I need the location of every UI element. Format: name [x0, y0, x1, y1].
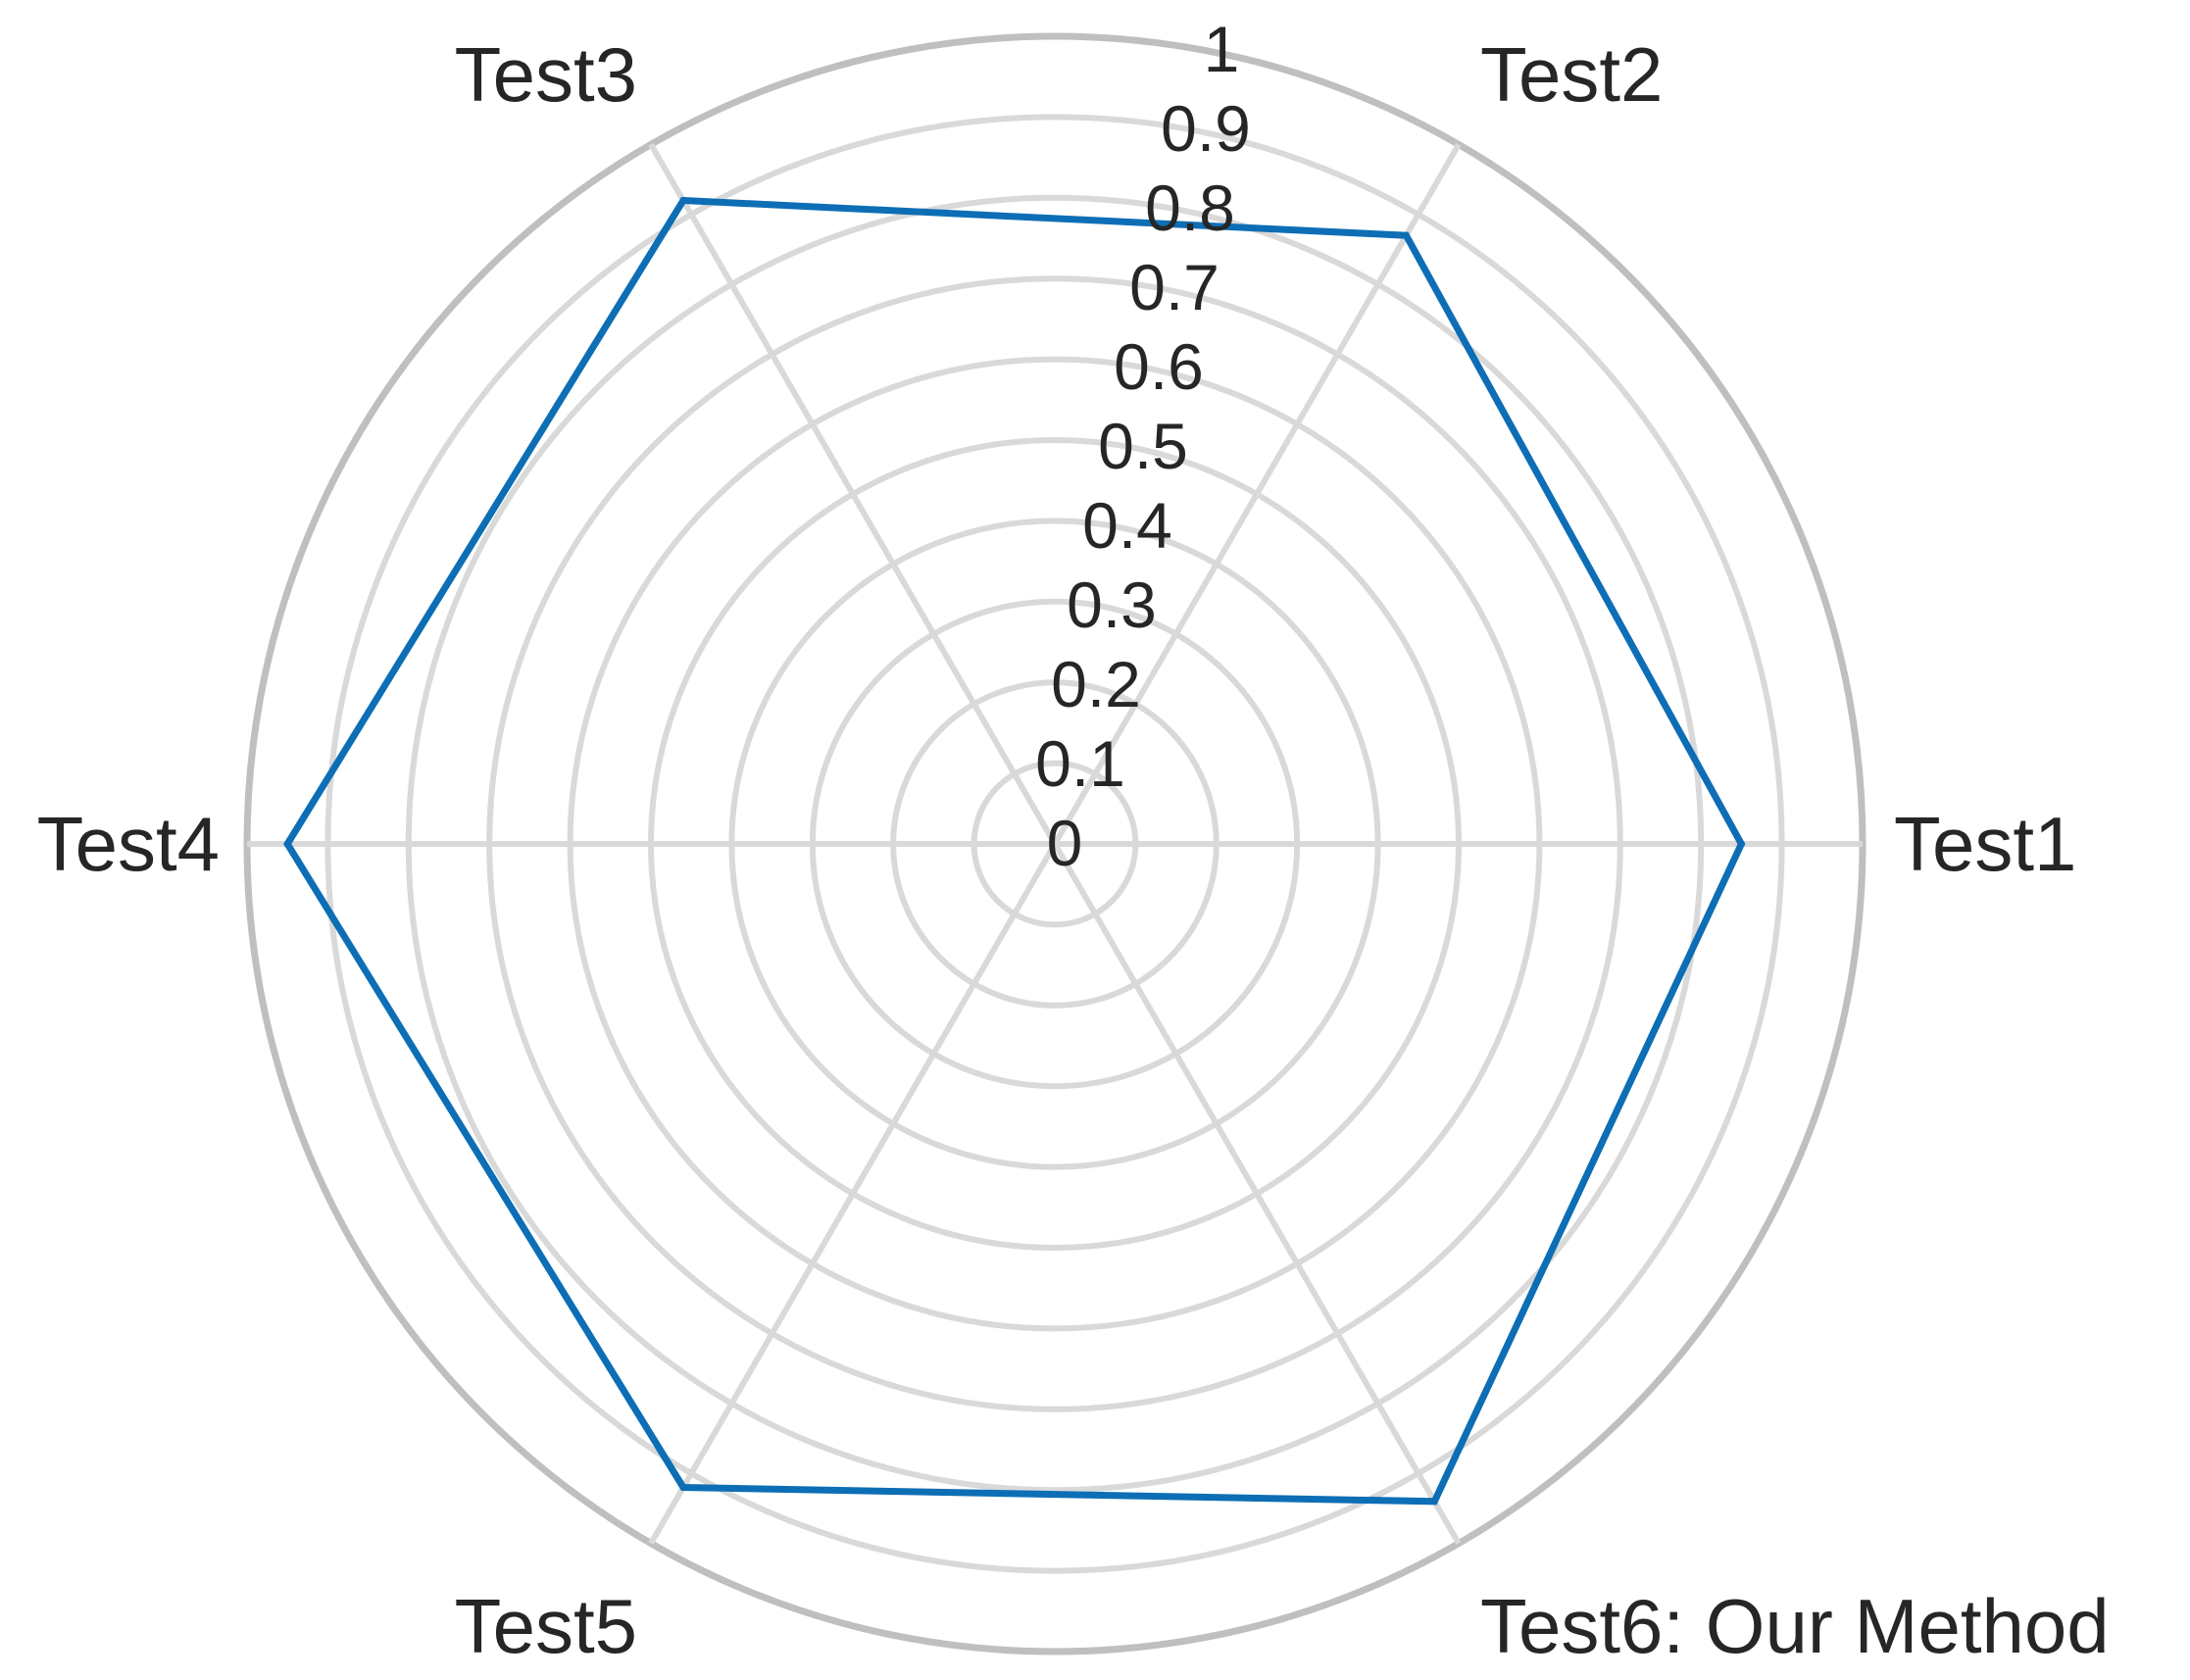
grid-spoke — [1052, 142, 1462, 846]
radial-tick-label: 0.9 — [1161, 92, 1251, 165]
radial-tick-label: 0.3 — [1067, 568, 1157, 641]
grid-spokes — [247, 142, 1863, 1546]
data-point — [1402, 231, 1410, 239]
category-label: Test2 — [1480, 31, 1663, 118]
grid-spoke — [648, 842, 1058, 1546]
grid-spoke — [1052, 842, 1462, 1546]
radial-tick-label: 0.5 — [1098, 410, 1188, 482]
data-point — [1737, 840, 1745, 848]
category-labels: Test1 Test2 Test3 Test4 Test5 Test6: Our Meth… — [37, 31, 2110, 1669]
radial-tick-label: 0.6 — [1114, 330, 1204, 403]
category-label: Test6: Our Method — [1480, 1583, 2110, 1669]
radial-tick-label: 0.1 — [1035, 727, 1125, 800]
radial-tick-label: 0 — [1047, 807, 1083, 879]
grid-spoke — [648, 142, 1058, 846]
data-point — [1430, 1498, 1438, 1506]
radial-tick-label: 0.2 — [1051, 648, 1141, 720]
radial-tick-label: 0.7 — [1129, 251, 1219, 323]
radial-tick-label: 0.8 — [1145, 172, 1235, 244]
radial-tick-label: 1 — [1204, 13, 1240, 85]
data-point — [283, 840, 291, 848]
data-point — [679, 1484, 687, 1492]
radial-tick-labels: 00.10.20.30.40.50.60.70.80.91 — [1035, 13, 1251, 879]
category-label: Test5 — [455, 1583, 637, 1669]
radial-tick-label: 0.4 — [1082, 489, 1172, 562]
category-label: Test4 — [37, 801, 220, 887]
series-layer — [283, 196, 1746, 1506]
data-point — [679, 196, 687, 204]
category-label: Test1 — [1894, 801, 2076, 887]
category-label: Test3 — [455, 31, 637, 118]
